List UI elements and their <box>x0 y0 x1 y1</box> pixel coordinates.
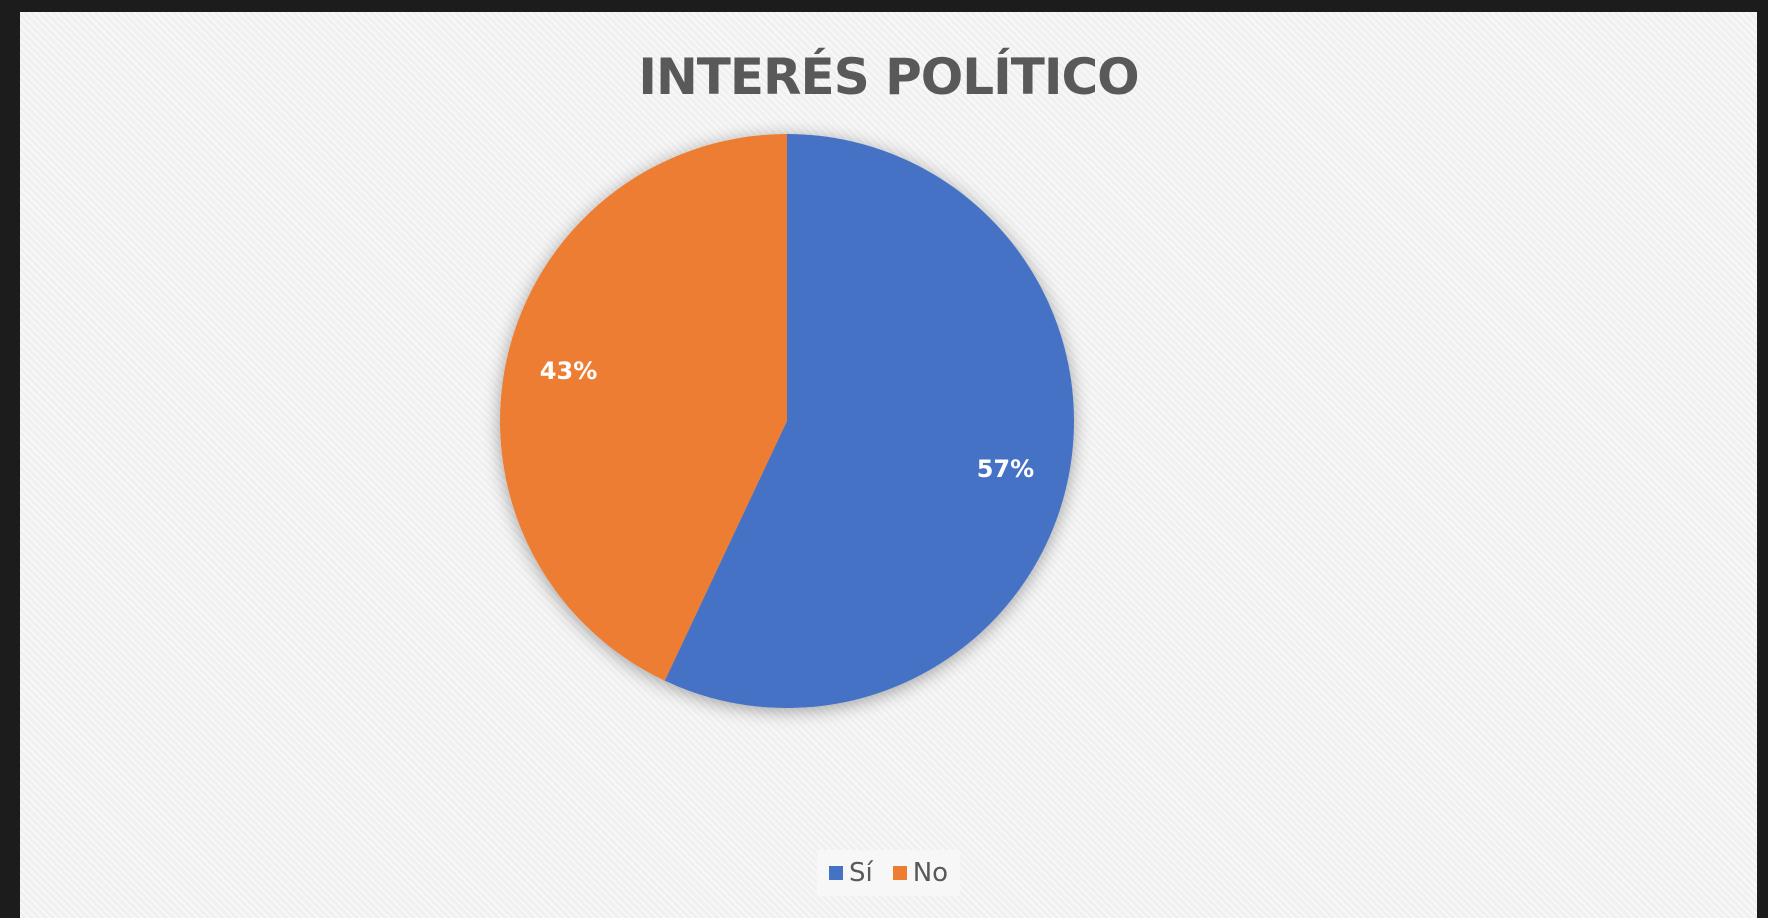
legend: Sí No <box>20 850 1757 896</box>
chart-title: INTERÉS POLÍTICO <box>638 48 1139 106</box>
legend-item-si: Sí <box>828 858 873 888</box>
pie-slice-no <box>499 134 787 681</box>
legend-box: Sí No <box>816 850 961 896</box>
legend-item-no: No <box>892 858 949 888</box>
legend-swatch-si <box>828 866 843 880</box>
pie-slice-si <box>664 134 1074 708</box>
pie-chart: 57% 43% <box>499 134 1074 708</box>
legend-swatch-no <box>892 866 907 880</box>
legend-label-no: No <box>912 858 949 888</box>
data-label-no: 43% <box>540 357 597 385</box>
chart-area: INTERÉS POLÍTICO 57% 43% Sí No <box>20 12 1757 918</box>
legend-label-si: Sí <box>848 858 873 888</box>
data-label-si: 57% <box>977 455 1034 483</box>
